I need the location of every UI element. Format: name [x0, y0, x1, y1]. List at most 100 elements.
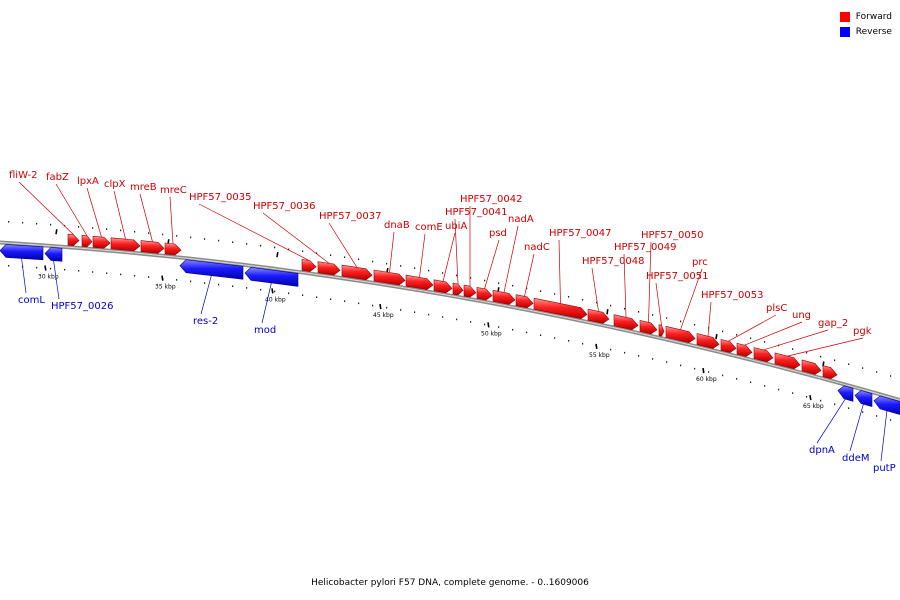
- gene-label: HPF57_0048: [582, 256, 644, 267]
- minor-tick: [232, 285, 234, 287]
- gene-label: HPF57_0053: [701, 290, 763, 301]
- minor-tick: [694, 323, 696, 326]
- minor-tick: [820, 355, 822, 358]
- leader-line: [261, 282, 272, 324]
- leader-line: [880, 410, 888, 462]
- minor-tick: [372, 260, 374, 263]
- leader-line: [680, 268, 703, 330]
- leader-line: [816, 398, 846, 444]
- gene-hpf57-0042: [463, 284, 477, 298]
- gene-res-2: [179, 259, 244, 280]
- minor-tick: [610, 304, 612, 307]
- minor-tick: [834, 359, 836, 362]
- major-tick: [606, 309, 609, 315]
- minor-tick: [806, 352, 808, 354]
- minor-tick: [78, 226, 80, 228]
- gene-lpxa: [92, 235, 111, 249]
- gene-label: HPF57_0049: [614, 242, 676, 253]
- gene-label: fabZ: [46, 172, 69, 183]
- leader-line: [454, 218, 459, 285]
- leader-line: [503, 225, 519, 293]
- gene-ubia: [433, 279, 453, 294]
- minor-tick: [750, 381, 752, 384]
- minor-tick: [484, 279, 486, 282]
- gene-label: prc: [692, 257, 708, 268]
- scale-tick-mark: [44, 265, 47, 271]
- minor-tick: [792, 392, 794, 394]
- minor-tick: [848, 363, 850, 365]
- minor-tick: [414, 311, 416, 313]
- minor-tick: [260, 244, 262, 247]
- leader-line: [21, 257, 27, 294]
- minor-tick: [260, 288, 262, 291]
- minor-tick: [78, 270, 80, 272]
- minor-tick: [736, 334, 738, 336]
- scale-tick-mark: [271, 288, 274, 294]
- minor-tick: [470, 277, 472, 279]
- minor-tick: [862, 367, 864, 369]
- minor-tick: [428, 269, 430, 272]
- minor-tick-dots: [8, 221, 892, 421]
- minor-tick: [218, 283, 220, 286]
- gene-nadc: [515, 294, 534, 309]
- gene-dpna: [837, 385, 854, 402]
- gene-pgk: [774, 352, 801, 370]
- minor-tick: [680, 364, 682, 367]
- leader-line: [200, 274, 212, 315]
- major-tick: [715, 334, 718, 340]
- leader-line: [558, 239, 561, 304]
- minor-tick: [120, 229, 122, 232]
- minor-tick: [274, 246, 276, 249]
- gene-hpf57-0026: [44, 247, 63, 262]
- minor-tick: [652, 314, 654, 316]
- scale-tick-label: 55 kbp: [589, 352, 610, 359]
- minor-tick: [540, 290, 542, 292]
- minor-tick: [232, 241, 234, 243]
- minor-tick: [554, 337, 556, 339]
- gene-label: mreC: [160, 185, 187, 196]
- gene-label: HPF57_0035: [189, 192, 251, 203]
- minor-tick: [708, 371, 710, 373]
- minor-tick: [442, 272, 444, 274]
- gene-label: mreB: [130, 182, 157, 193]
- major-tick: [276, 251, 279, 258]
- gene-label: ung: [792, 310, 811, 321]
- gene-label: putP: [873, 463, 896, 474]
- gene-label: comE: [415, 222, 443, 233]
- leader-line: [623, 253, 627, 318]
- scale-tick-mark: [161, 275, 164, 281]
- figure-caption: Helicobacter pylori F57 DNA, complete ge…: [311, 578, 589, 588]
- minor-tick: [512, 328, 514, 331]
- gene-plsc: [720, 339, 737, 353]
- minor-tick: [806, 396, 808, 398]
- minor-tick: [316, 252, 318, 254]
- minor-tick: [106, 272, 108, 274]
- gene-labels: fliW-2 fabZ lpxA clpX mreB mreCHPF57_0035HPF5…: [9, 170, 896, 474]
- minor-tick: [442, 316, 444, 318]
- gene-label: HPF57_0041: [445, 207, 507, 218]
- minor-tick: [778, 388, 780, 391]
- minor-tick: [190, 236, 192, 239]
- gene-dnab: [373, 269, 406, 286]
- gene-hpf57-0053: [696, 333, 720, 349]
- minor-tick: [498, 326, 500, 328]
- minor-tick: [8, 221, 10, 223]
- minor-tick: [204, 282, 206, 284]
- minor-tick: [638, 311, 640, 313]
- gene-label: HPF57_0026: [51, 301, 113, 312]
- leader-line: [18, 181, 74, 235]
- minor-tick: [722, 330, 724, 333]
- minor-tick: [680, 320, 682, 323]
- minor-tick: [372, 304, 374, 307]
- minor-tick: [820, 399, 822, 402]
- gene-label: dnaB: [384, 220, 410, 231]
- gene-label: ddeM: [842, 453, 869, 464]
- minor-tick: [470, 321, 472, 323]
- minor-tick: [246, 287, 248, 289]
- gene-label: mod: [254, 325, 276, 336]
- scale-tick-mark: [379, 303, 382, 310]
- minor-tick: [568, 340, 570, 342]
- minor-tick: [666, 361, 668, 363]
- leader-line: [169, 196, 174, 244]
- minor-tick: [274, 290, 276, 293]
